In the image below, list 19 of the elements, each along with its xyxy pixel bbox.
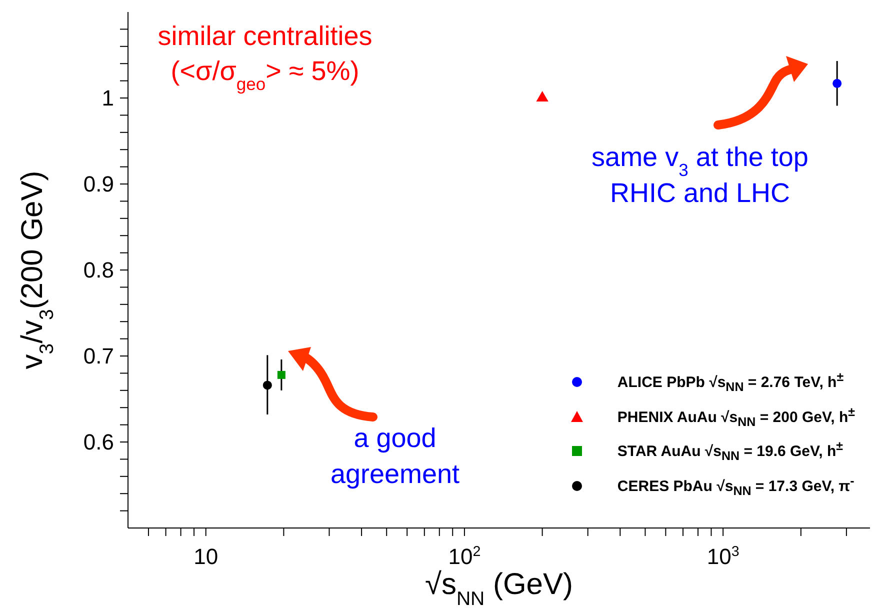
annotation: (<σ/σ$_{geo}$> ≈ 5%) (170, 56, 360, 94)
y-tick-label: 0.6 (83, 430, 114, 455)
y-tick-label: 1 (102, 86, 114, 111)
annotation: agreement (330, 459, 460, 489)
legend-label: PHENIX AuAu √s$_{NN}$ = 200 GeV, h$^{±}$ (617, 404, 855, 429)
legend-label: CERES PbAu √s$_{NN}$ = 17.3 GeV, π$^{-}$ (617, 474, 854, 498)
annotation: similar centralities (158, 21, 372, 51)
y-tick-label: 0.8 (83, 258, 114, 283)
annotation: same v$_{3}$ at the top (592, 142, 808, 180)
x-axis-title: √s$_{NN}$ (GeV) (425, 568, 573, 610)
legend-label: ALICE PbPb √s$_{NN}$ = 2.76 TeV, h$^{±}$ (617, 370, 844, 394)
x-tick-label: 10$^{2}$ (448, 544, 481, 569)
x-tick-label: 10 (194, 544, 218, 569)
legend-label: STAR AuAu √s$_{NN}$ = 19.6 GeV, h$^{±}$ (617, 439, 844, 464)
annotation: a good (354, 423, 436, 453)
x-tick-label: 10$^{3}$ (706, 544, 740, 569)
y-tick-label: 0.9 (83, 172, 114, 197)
y-tick-label: 0.7 (83, 344, 114, 369)
annotation: RHIC and LHC (610, 178, 790, 208)
